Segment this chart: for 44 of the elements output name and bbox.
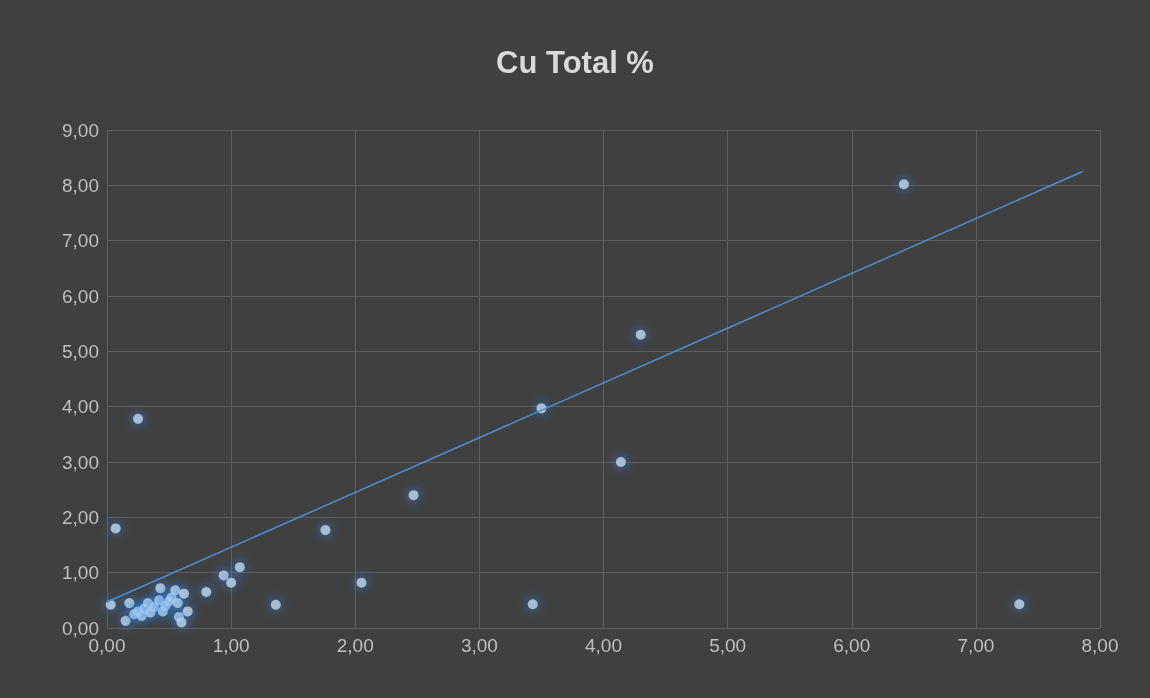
point — [218, 570, 229, 581]
x-tick-label: 2,00 — [336, 635, 374, 656]
point — [201, 587, 212, 598]
point — [110, 523, 121, 534]
point — [154, 595, 165, 606]
y-tick-label: 9,00 — [62, 119, 99, 141]
y-tick-label: 3,00 — [62, 451, 99, 473]
point — [320, 525, 331, 536]
point — [149, 601, 160, 612]
x-tick-label: 1,00 — [212, 635, 250, 656]
point — [408, 490, 419, 501]
chart-title: Cu Total % — [496, 45, 654, 80]
point — [120, 615, 131, 626]
point — [178, 588, 189, 599]
point — [226, 577, 237, 588]
y-tick-label: 5,00 — [62, 340, 99, 362]
point — [635, 329, 646, 340]
x-tick-label: 7,00 — [957, 635, 995, 656]
x-tick-label: 8,00 — [1081, 635, 1119, 656]
y-tick-label: 1,00 — [62, 562, 99, 584]
point — [270, 599, 281, 610]
point — [155, 583, 166, 594]
point — [1014, 599, 1025, 610]
x-tick-label: 6,00 — [833, 635, 871, 656]
y-tick-label: 6,00 — [62, 285, 99, 307]
point — [615, 457, 626, 467]
y-tick-label: 7,00 — [62, 230, 99, 252]
x-tick-label: 5,00 — [709, 635, 747, 656]
x-tick-label: 3,00 — [460, 635, 498, 656]
point — [105, 599, 116, 610]
point — [182, 606, 193, 617]
point — [176, 617, 187, 628]
y-tick-label: 4,00 — [62, 396, 99, 418]
point — [170, 585, 181, 596]
y-tick-label: 8,00 — [62, 174, 99, 196]
point — [234, 562, 245, 573]
y-tick-label: 2,00 — [62, 506, 99, 528]
point — [133, 413, 144, 424]
point — [898, 179, 909, 190]
point — [527, 599, 538, 610]
point — [172, 598, 183, 609]
point — [356, 577, 367, 588]
point — [124, 598, 135, 609]
x-tick-label: 4,00 — [585, 635, 622, 656]
